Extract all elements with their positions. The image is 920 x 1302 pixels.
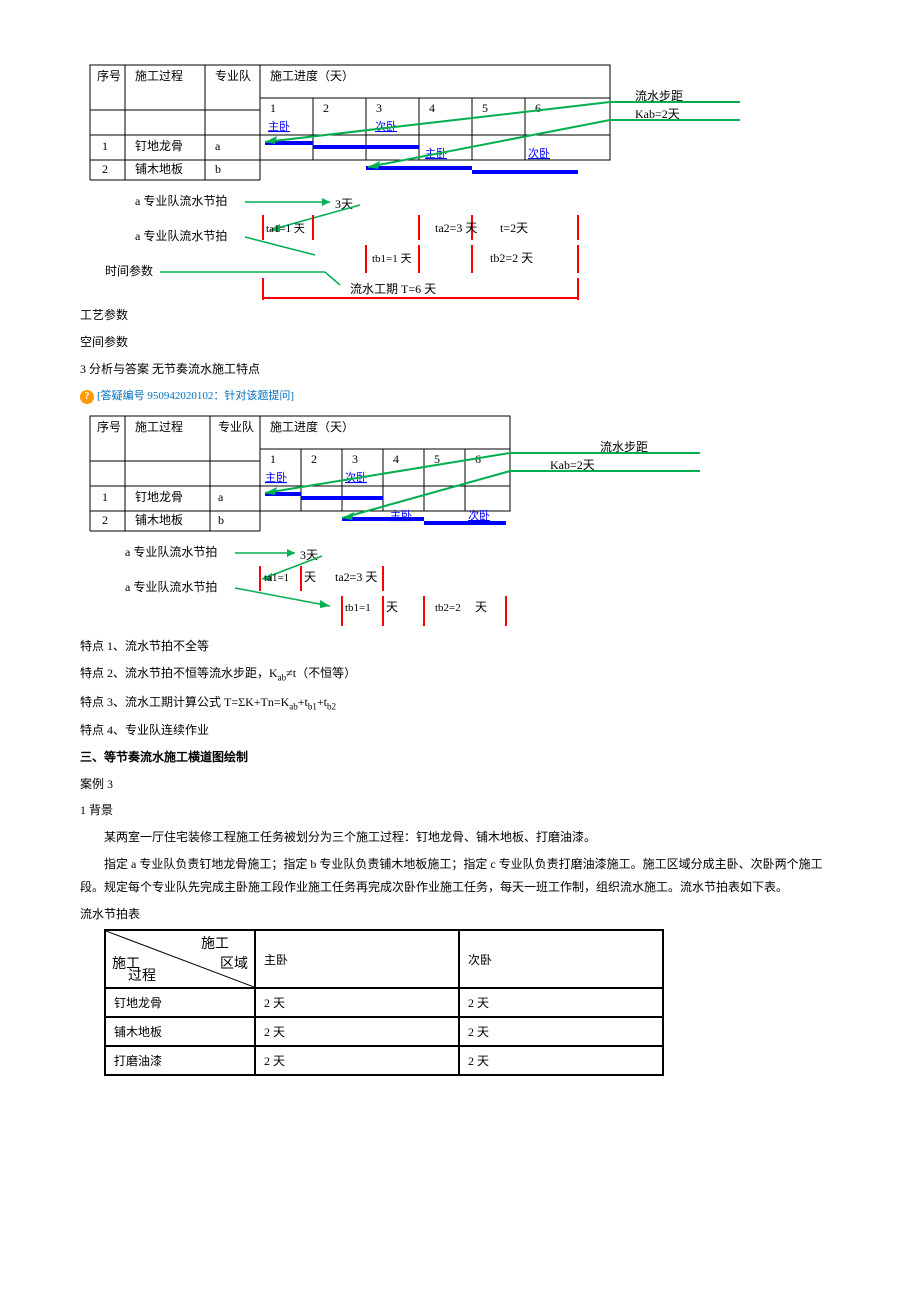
- qa-link-text: [答疑编号 950942020102：针对该题提问]: [97, 390, 294, 402]
- svg-text:tb1=1 天: tb1=1 天: [372, 253, 412, 265]
- svg-text:5: 5: [482, 101, 488, 115]
- svg-text:主卧: 主卧: [265, 471, 287, 484]
- svg-text:6: 6: [535, 101, 541, 115]
- svg-text:施工进度（天）: 施工进度（天）: [270, 68, 354, 83]
- svg-text:b: b: [218, 513, 224, 527]
- beat-table-title: 流水节拍表: [80, 903, 840, 926]
- svg-text:4: 4: [393, 452, 399, 466]
- svg-text:专业队: 专业队: [215, 68, 251, 83]
- svg-text:天: 天: [386, 600, 398, 614]
- col-header-main: 主卧: [255, 930, 459, 988]
- svg-text:a: a: [215, 139, 221, 153]
- svg-text:时间参数: 时间参数: [105, 263, 153, 278]
- diagram-2: 序号 施工过程 专业队 施工进度（天） 1 2 3 4 5 6 1 钉地龙骨 a…: [80, 411, 840, 631]
- diagram-2-svg: 序号 施工过程 专业队 施工进度（天） 1 2 3 4 5 6 1 钉地龙骨 a…: [80, 411, 720, 631]
- svg-text:铺木地板: 铺木地板: [135, 513, 183, 527]
- table-row: 铺木地板 2 天 2 天: [105, 1017, 663, 1046]
- svg-text:3: 3: [376, 101, 382, 115]
- svg-text:施工过程: 施工过程: [135, 68, 183, 83]
- text-analysis: 3 分析与答案 无节奏流水施工特点: [80, 358, 840, 381]
- svg-text:ta2=3 天: ta2=3 天: [335, 570, 377, 584]
- svg-text:1: 1: [102, 139, 108, 153]
- svg-text:Kab=2天: Kab=2天: [635, 107, 680, 121]
- svg-text:钉地龙骨: 钉地龙骨: [135, 139, 183, 153]
- svg-text:ta1=1 天: ta1=1 天: [266, 223, 305, 235]
- feature-1: 特点 1、流水节拍不全等: [80, 635, 840, 658]
- svg-text:t=2天: t=2天: [500, 221, 528, 235]
- beat-table: 施工 区域 施工 过程 主卧 次卧 钉地龙骨 2 天 2 天 铺木地板 2 天 …: [104, 929, 664, 1076]
- svg-text:2: 2: [311, 452, 317, 466]
- svg-text:3: 3: [352, 452, 358, 466]
- svg-text:3天: 3天: [300, 548, 318, 562]
- svg-text:序号: 序号: [97, 419, 121, 434]
- svg-text:流水工期 T=6 天: 流水工期 T=6 天: [350, 282, 436, 296]
- table-row: 打磨油漆 2 天 2 天: [105, 1046, 663, 1075]
- svg-text:流水步距: 流水步距: [635, 89, 683, 103]
- svg-text:铺木地板: 铺木地板: [135, 162, 183, 176]
- diagram-1-svg: 序号 施工过程 专业队 施工进度（天） 1 2 3 4 5 6 1 钉地龙骨 a…: [80, 60, 780, 300]
- svg-text:次卧: 次卧: [468, 508, 490, 522]
- svg-text:tb1=1: tb1=1: [345, 602, 371, 614]
- svg-text:序号: 序号: [97, 68, 121, 83]
- svg-text:ta2=3 天: ta2=3 天: [435, 221, 477, 235]
- svg-text:天: 天: [304, 570, 316, 584]
- svg-text:次卧: 次卧: [528, 146, 550, 160]
- diagram-1: 序号 施工过程 专业队 施工进度（天） 1 2 3 4 5 6 1 钉地龙骨 a…: [80, 60, 840, 300]
- svg-text:施工过程: 施工过程: [135, 419, 183, 434]
- svg-text:1: 1: [102, 490, 108, 504]
- svg-text:a 专业队流水节拍: a 专业队流水节拍: [135, 228, 227, 243]
- text-space-param: 空间参数: [80, 331, 840, 354]
- case-3-label: 案例 3: [80, 773, 840, 796]
- svg-text:tb2=2 天: tb2=2 天: [490, 251, 533, 265]
- svg-text:ta1=1: ta1=1: [264, 572, 289, 584]
- svg-text:1: 1: [270, 452, 276, 466]
- section-3-title: 三、等节奏流水施工横道图绘制: [80, 746, 840, 769]
- text-tech-param: 工艺参数: [80, 304, 840, 327]
- svg-text:流水步距: 流水步距: [600, 440, 648, 454]
- svg-text:1: 1: [270, 101, 276, 115]
- para-1: 某两室一厅住宅装修工程施工任务被划分为三个施工过程：钉地龙骨、铺木地板、打磨油漆…: [80, 826, 840, 849]
- svg-text:Kab=2天: Kab=2天: [550, 458, 595, 472]
- svg-text:主卧: 主卧: [268, 120, 290, 133]
- svg-text:a 专业队流水节拍: a 专业队流水节拍: [125, 544, 217, 559]
- background-label: 1 背景: [80, 799, 840, 822]
- svg-text:钉地龙骨: 钉地龙骨: [135, 490, 183, 504]
- feature-4: 特点 4、专业队连续作业: [80, 719, 840, 742]
- svg-text:2: 2: [323, 101, 329, 115]
- feature-2: 特点 2、流水节拍不恒等流水步距，Kab≠t（不恒等）: [80, 662, 840, 686]
- para-2: 指定 a 专业队负责钉地龙骨施工；指定 b 专业队负责铺木地板施工；指定 c 专…: [80, 853, 840, 899]
- svg-text:a 专业队流水节拍: a 专业队流水节拍: [125, 579, 217, 594]
- svg-text:次卧: 次卧: [375, 119, 397, 133]
- svg-text:b: b: [215, 162, 221, 176]
- svg-text:a: a: [218, 490, 224, 504]
- svg-text:a 专业队流水节拍: a 专业队流水节拍: [135, 193, 227, 208]
- feature-3: 特点 3、流水工期计算公式 T=ΣK+Tn=Kab+tb1+tb2: [80, 691, 840, 715]
- corner-cell: 施工 区域 施工 过程: [105, 930, 255, 988]
- question-icon: ?: [80, 390, 94, 404]
- svg-text:2: 2: [102, 513, 108, 527]
- svg-text:天: 天: [475, 600, 487, 614]
- svg-text:专业队: 专业队: [218, 419, 254, 434]
- svg-text:tb2=2: tb2=2: [435, 602, 461, 614]
- table-row: 钉地龙骨 2 天 2 天: [105, 988, 663, 1017]
- col-header-second: 次卧: [459, 930, 663, 988]
- svg-text:4: 4: [429, 101, 435, 115]
- qa-link[interactable]: ? [答疑编号 950942020102：针对该题提问]: [80, 384, 840, 407]
- svg-text:2: 2: [102, 162, 108, 176]
- svg-text:施工进度（天）: 施工进度（天）: [270, 419, 354, 434]
